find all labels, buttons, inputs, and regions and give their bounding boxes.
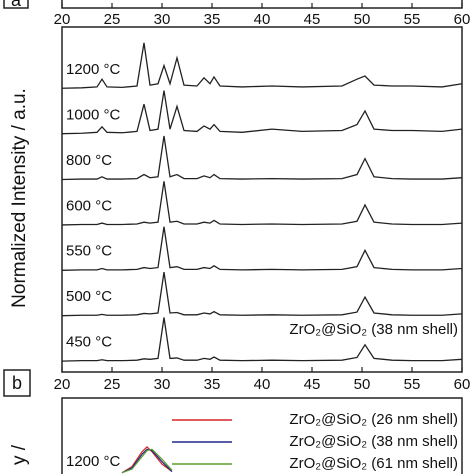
trace-label: 500 °C xyxy=(66,288,112,305)
trace-label: 1000 °C xyxy=(66,106,121,123)
x-tick-label: 40 xyxy=(254,11,271,28)
x-tick-label: 55 xyxy=(404,376,421,393)
trace xyxy=(61,272,463,317)
x-tick-label: 50 xyxy=(354,11,371,28)
x-tick-label: 25 xyxy=(104,11,121,28)
trace-label: 800 °C xyxy=(66,152,112,169)
annotation: 1200 °C xyxy=(66,453,121,470)
x-tick-label: 25 xyxy=(104,376,121,393)
panel-b-label-box xyxy=(3,369,31,397)
panel-b-label: b xyxy=(12,373,22,393)
panel-a-label: a xyxy=(11,0,22,10)
x-tick-label: 20 xyxy=(54,376,71,393)
x-tick-label: 35 xyxy=(204,376,221,393)
x-tick-label: 45 xyxy=(304,376,321,393)
x-tick-label: 20 xyxy=(54,11,71,28)
trace xyxy=(121,446,173,474)
annotation: ZrO₂@SiO₂ (38 nm shell) xyxy=(289,321,458,338)
x-tick-label: 60 xyxy=(454,11,471,28)
x-tick-label: 35 xyxy=(204,11,221,28)
trace-label: 1200 °C xyxy=(66,61,121,78)
trace xyxy=(61,181,463,226)
trace xyxy=(61,90,463,135)
x-tick-label: 30 xyxy=(154,376,171,393)
panel-c-frame xyxy=(61,397,463,474)
y-axis-label: y / xyxy=(9,444,30,465)
x-tick-label: 50 xyxy=(354,376,371,393)
trace xyxy=(61,317,463,362)
x-tick-label: 55 xyxy=(404,11,421,28)
legend-label: ZrO₂@SiO₂ (61 nm shell) xyxy=(289,455,458,472)
trace xyxy=(121,448,173,474)
trace xyxy=(61,42,463,89)
panel-a-label-box xyxy=(3,0,29,9)
x-tick-label: 60 xyxy=(454,376,471,393)
x-tick-label: 40 xyxy=(254,376,271,393)
y-axis-label: Normalized Intensity / a.u. xyxy=(9,88,30,308)
x-tick-label: 30 xyxy=(154,11,171,28)
x-tick-label: 45 xyxy=(304,11,321,28)
trace xyxy=(61,135,463,181)
legend-label: ZrO₂@SiO₂ (26 nm shell) xyxy=(289,411,458,428)
trace xyxy=(121,448,173,474)
legend-label: ZrO₂@SiO₂ (38 nm shell) xyxy=(289,433,458,450)
trace-label: 450 °C xyxy=(66,333,112,350)
trace xyxy=(61,226,463,271)
trace-label: 550 °C xyxy=(66,243,112,260)
trace-label: 600 °C xyxy=(66,197,112,214)
